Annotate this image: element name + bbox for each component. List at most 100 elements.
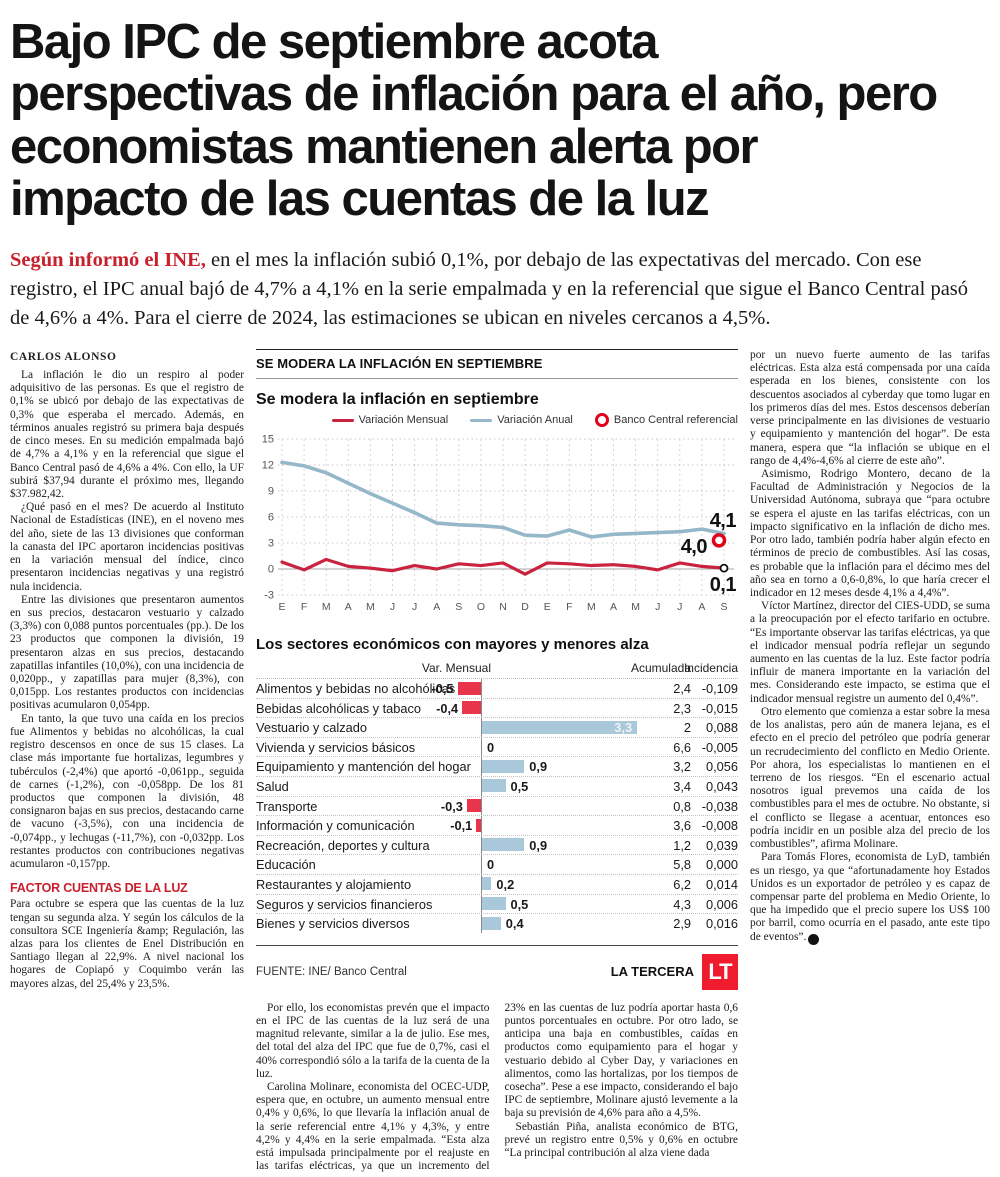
svg-text:D: D (521, 601, 529, 613)
paragraph-text: Para Tomás Flores, economista de LyD, ta… (750, 851, 990, 943)
svg-text:A: A (698, 601, 705, 613)
column-middle: SE MODERA LA INFLACIÓN EN SEPTIEMBRE Se … (256, 349, 738, 1174)
legend-item: Variación Mensual (331, 414, 449, 427)
var-mensual-value: -0,4 (436, 700, 459, 716)
infographic-footer: FUENTE: INE/ Banco Central LA TERCERA LT (256, 946, 738, 990)
incidencia-value: 0,039 (705, 837, 738, 853)
infographic-panel: SE MODERA LA INFLACIÓN EN SEPTIEMBRE Se … (256, 349, 738, 990)
paragraph: La inflación le dio un respiro al poder … (10, 369, 244, 500)
acumulada-value: 2 (683, 720, 691, 736)
la-tercera-name: LA TERCERA (610, 964, 694, 980)
acumulada-value: 0,8 (673, 798, 691, 814)
var-mensual-value: -0,5 (431, 681, 454, 697)
acumulada-value: 6,6 (673, 739, 691, 755)
sector-label: Vivienda y servicios básicos (256, 739, 416, 755)
svg-text:4,1: 4,1 (710, 510, 737, 532)
svg-text:F: F (301, 601, 307, 613)
headline-line: perspectivas de inflación para el año, p… (10, 67, 938, 122)
anual-line-swatch-icon (470, 418, 493, 422)
banco-central-circle-icon (594, 413, 609, 428)
svg-text:S: S (455, 601, 462, 613)
legend-label: Variación Mensual (358, 414, 449, 427)
var-mensual-value: 0 (487, 739, 495, 755)
incidencia-value: 0,006 (705, 896, 738, 912)
la-tercera-credit: LA TERCERA LT (610, 953, 738, 990)
rule (256, 944, 738, 946)
incidencia-value: -0,109 (701, 681, 738, 697)
svg-text:M: M (631, 601, 640, 613)
incidencia-value: -0,005 (701, 739, 738, 755)
incidencia-value: 0,043 (705, 778, 738, 794)
sector-bar (482, 720, 638, 734)
bar-chart-header: Var. Mensual Acumulada Incidencia (256, 661, 738, 680)
mensual-line-swatch-icon (331, 418, 354, 422)
chart-legend: Variación Mensual Variación Anual Banco … (256, 413, 738, 428)
infographic-kicker: SE MODERA LA INFLACIÓN EN SEPTIEMBRE (256, 356, 543, 372)
acumulada-value: 3,6 (673, 818, 691, 834)
rule (256, 378, 738, 380)
sector-row: Equipamiento y mantención del hogar 0,9 3,… (256, 757, 738, 777)
var-mensual-value: 3,3 (614, 720, 633, 736)
paragraph: Para Tomás Flores, economista de LyD, ta… (750, 851, 990, 945)
sector-bar (482, 916, 501, 930)
lede-text: en el mes la inflación subió 0,1%, por d… (10, 248, 969, 329)
paragraph: Carolina Molinare, economista del OCEC-U… (256, 1001, 738, 1173)
acumulada-value: 6,2 (673, 876, 691, 892)
rule (256, 349, 738, 351)
sector-bar-chart: Var. Mensual Acumulada Incidencia Alimen… (256, 661, 738, 933)
paragraph: Entre las divisiones que presentaron aum… (10, 593, 244, 712)
svg-text:15: 15 (262, 434, 274, 446)
sector-label: Alimentos y bebidas no alcohólicas (256, 681, 456, 697)
sector-label: Equipamiento y mantención del hogar (256, 759, 471, 775)
sector-row: Vivienda y servicios básicos 0 6,6 -0,005 (256, 738, 738, 758)
svg-text:-3: -3 (264, 590, 274, 602)
var-mensual-value: -0,3 (440, 798, 463, 814)
var-mensual-value: 0,9 (529, 837, 548, 853)
lede: Según informó el INE, en el mes la infla… (10, 246, 990, 333)
sector-bar (482, 759, 525, 773)
sector-row: Alimentos y bebidas no alcohólicas -0,5 2,… (256, 679, 738, 699)
sector-label: Salud (256, 778, 289, 794)
sector-label: Recreación, deportes y cultura (256, 837, 430, 853)
lt-logo-icon: LT (702, 953, 738, 990)
sector-row: Información y comunicación -0,1 3,6 -0,008 (256, 816, 738, 836)
paragraph: Víctor Martínez, director del CIES-UDD, … (750, 600, 991, 705)
legend-label: Variación Anual (497, 414, 573, 427)
svg-text:0,1: 0,1 (710, 574, 737, 596)
svg-text:A: A (433, 601, 440, 613)
byline: CARLOS ALONSO (10, 351, 117, 364)
headline-line: Bajo IPC de septiembre acota (10, 15, 658, 69)
sector-label: Seguros y servicios financieros (256, 896, 433, 912)
incidencia-value: -0,038 (701, 798, 738, 814)
svg-text:6: 6 (268, 512, 274, 524)
acumulada-header: Acumulada (630, 661, 691, 676)
var-mensual-value: -0,1 (450, 818, 473, 834)
paragraph: por un nuevo fuerte aumento de las tarif… (750, 349, 990, 467)
var-mensual-value: 0,5 (510, 778, 529, 794)
incidencia-value: -0,015 (701, 700, 738, 716)
article-body: CARLOS ALONSO La inflación le dio un res… (10, 349, 990, 1174)
sector-row: Bebidas alcohólicas y tabaco -0,4 2,3 -0,01… (256, 699, 738, 719)
svg-text:0: 0 (268, 564, 274, 576)
incidencia-value: 0,016 (705, 916, 738, 932)
sector-label: Información y comunicación (256, 818, 415, 834)
var-mensual-value: 0 (487, 857, 495, 873)
sector-row: Recreación, deportes y cultura 0,9 1,2 0,03… (256, 836, 738, 856)
paragraph: Por ello, los economistas prevén que el … (256, 1001, 490, 1080)
acumulada-value: 1,2 (673, 837, 691, 853)
sector-label: Transporte (256, 798, 318, 814)
acumulada-value: 5,8 (673, 857, 691, 873)
paragraph: Otro elemento que comienza a estar sobre… (750, 705, 990, 851)
legend-item: Banco Central referencial (594, 413, 738, 428)
sector-row: Bienes y servicios diversos 0,4 2,9 0,016 (256, 914, 738, 933)
legend-item: Variación Anual (470, 414, 573, 426)
incidencia-value: -0,008 (701, 818, 738, 834)
bar-chart-title: Los sectores económicos con mayores y me… (256, 636, 649, 654)
svg-text:J: J (677, 601, 682, 613)
paragraph: En tanto, la que tuvo una caída en los p… (10, 712, 244, 871)
svg-text:12: 12 (262, 460, 274, 472)
acumulada-value: 2,9 (673, 916, 691, 932)
incidencia-value: 0,000 (705, 857, 738, 873)
chart-title: Se modera la inflación en septiembre (256, 391, 539, 409)
sector-bar (482, 877, 492, 891)
